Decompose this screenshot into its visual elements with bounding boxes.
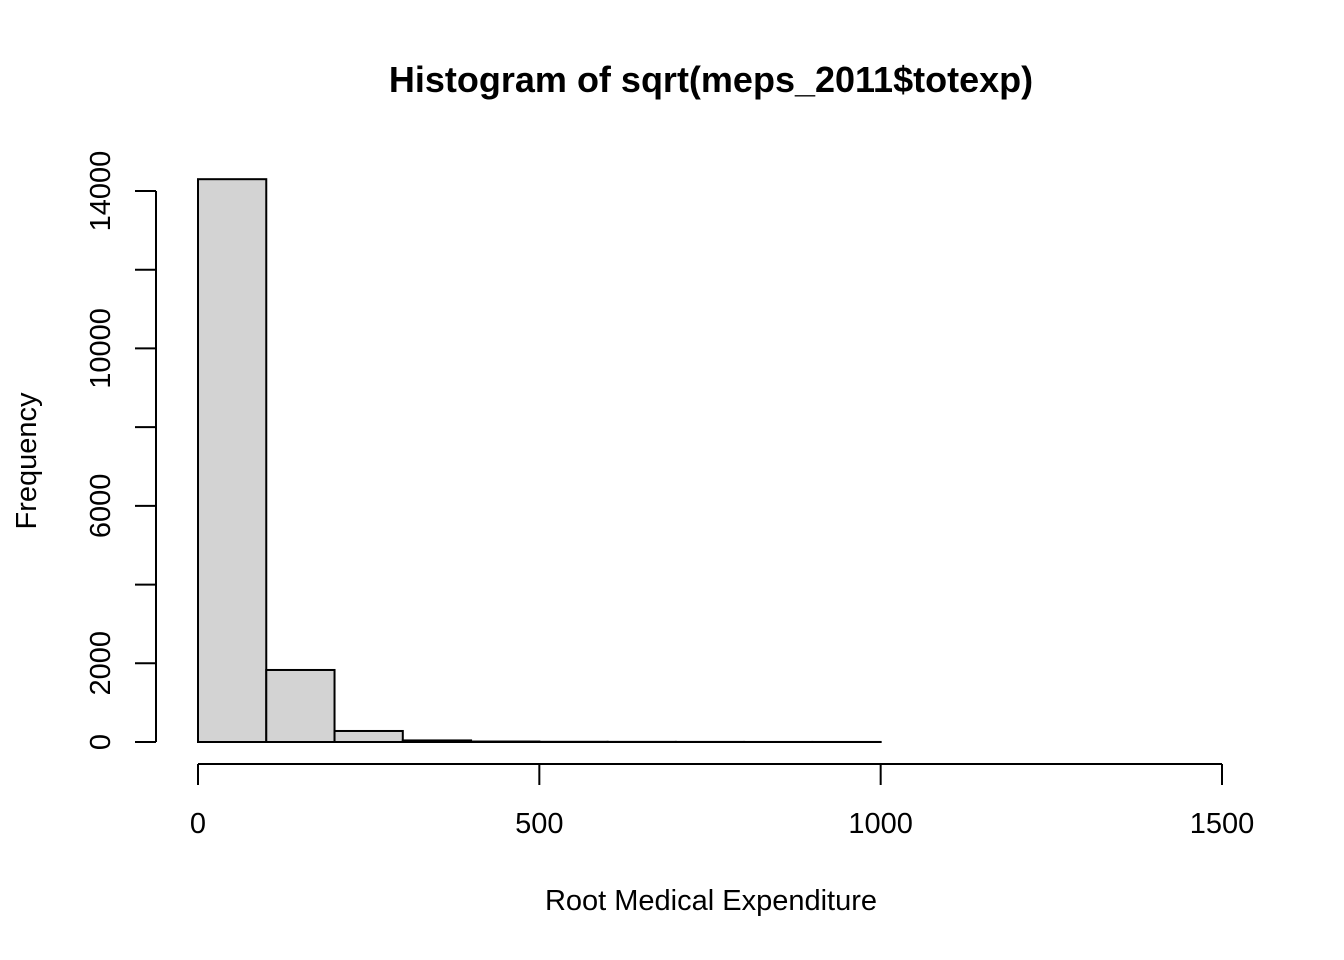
x-tick-label: 500 (515, 808, 563, 840)
y-tick-label: 10000 (85, 308, 117, 389)
histogram-bar (197, 178, 268, 743)
y-axis-label: Frequency (11, 392, 43, 530)
x-tick-label: 0 (190, 808, 206, 840)
chart-title: Histogram of sqrt(meps_2011$totexp) (389, 59, 1033, 100)
histogram-bar (401, 739, 473, 744)
x-tick-label: 1000 (848, 808, 913, 840)
y-tick-label: 14000 (85, 151, 117, 232)
y-tick-label: 2000 (85, 631, 117, 696)
y-tick-label: 6000 (85, 474, 117, 539)
histogram-bar (333, 729, 404, 743)
bars-group (197, 178, 882, 744)
x-tick-label: 1500 (1190, 808, 1255, 840)
histogram-bar (265, 668, 336, 744)
y-axis: 0 2000 6000 10000 14000 (85, 151, 157, 750)
x-axis-label: Root Medical Expenditure (545, 885, 877, 917)
y-tick-label: 0 (85, 734, 117, 750)
x-axis: 0 500 1000 1500 (190, 763, 1255, 840)
